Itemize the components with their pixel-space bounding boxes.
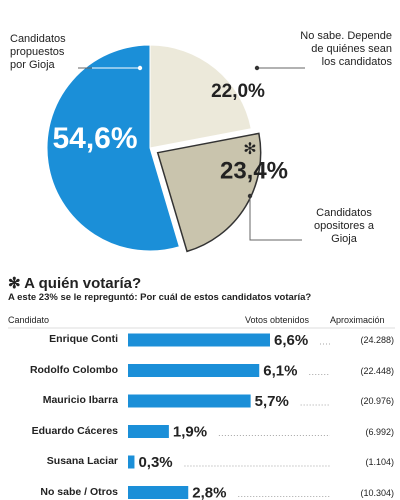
category-label: Mauricio Ibarra <box>42 394 118 406</box>
value-label: 2,8% <box>192 484 226 500</box>
value-label: 54,6% <box>52 122 137 155</box>
column-header: Aproximación <box>330 315 385 325</box>
leader-dot <box>254 65 260 71</box>
value-label: 22,0% <box>211 81 265 102</box>
value-label: 0,3% <box>138 454 172 471</box>
section-title: ✻ A quién votaría? <box>8 275 142 292</box>
bar <box>128 333 270 347</box>
bar <box>128 394 251 408</box>
category-label: No sabe / Otros <box>40 485 118 498</box>
value-label: 23,4% <box>220 157 288 184</box>
category-label: Candidatos opositores a Gioja <box>314 207 374 245</box>
leader-dot <box>247 193 253 199</box>
approximation: (22.448) <box>360 365 394 376</box>
bar <box>128 425 169 438</box>
bar <box>128 455 135 469</box>
column-header: Candidato <box>8 315 50 325</box>
approximation: (20.976) <box>360 396 394 406</box>
approximation: (6.992) <box>365 426 394 437</box>
category-label: Candidatos propuestos por Gioja <box>10 33 66 71</box>
category-label: Eduardo Cáceres <box>31 424 118 437</box>
value-label: 6,6% <box>274 332 308 349</box>
pie-slice <box>149 44 252 149</box>
value-label: 1,9% <box>173 423 207 440</box>
value-label: 5,7% <box>255 393 289 410</box>
category-label: Susana Laciar <box>46 455 118 467</box>
approximation: (10.304) <box>360 487 394 498</box>
leader-dot <box>137 65 143 71</box>
bar <box>128 486 189 499</box>
category-label: Enrique Conti <box>49 333 118 345</box>
approximation: (24.288) <box>360 335 394 345</box>
note-mark: ✻ <box>243 141 256 158</box>
category-label: Rodolfo Colombo <box>29 363 118 376</box>
pie-slice <box>46 44 180 252</box>
subtitle: A este 23% se le repreguntó: Por cuál de… <box>8 292 312 303</box>
pie-slice <box>156 132 262 253</box>
category-label: No sabe. Depende de quiénes sean los can… <box>300 30 392 68</box>
approximation: (1.104) <box>365 457 394 467</box>
column-header: Votos obtenidos <box>245 315 310 325</box>
value-label: 6,1% <box>263 362 297 379</box>
leader-line <box>249 196 302 241</box>
bar <box>128 364 260 377</box>
